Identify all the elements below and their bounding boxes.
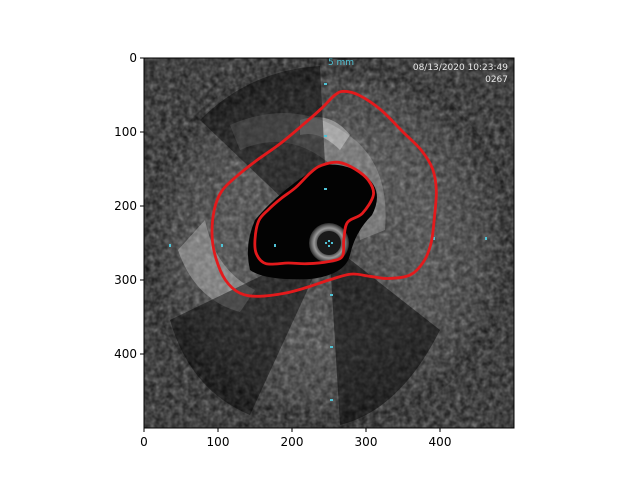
catheter-crosshair-icon: [325, 240, 333, 247]
calibration-markers: [169, 83, 487, 401]
y-tick-label: 200: [114, 199, 137, 213]
axes-frame: [143, 57, 515, 429]
inner-contour: [253, 160, 375, 266]
x-axis: 0 100 200 300 400: [140, 428, 451, 449]
y-tick-label: 0: [129, 51, 137, 65]
x-tick-label: 0: [140, 435, 148, 449]
timestamp-label: 08/13/2020 10:23:49: [413, 63, 508, 73]
y-tick-label: 400: [114, 347, 137, 361]
x-tick-label: 400: [429, 435, 452, 449]
y-axis: 0 100 200 300 400: [114, 51, 144, 361]
scale-label: 5 mm: [328, 58, 354, 68]
x-tick-label: 200: [281, 435, 304, 449]
x-tick-label: 300: [355, 435, 378, 449]
frame-number-label: 0267: [485, 75, 508, 85]
ultrasound-image: 5 mm 08/13/2020 10:23:49 0267: [144, 58, 514, 428]
y-tick-label: 300: [114, 273, 137, 287]
x-tick-label: 100: [207, 435, 230, 449]
y-tick-label: 100: [114, 125, 137, 139]
outer-contour: [210, 89, 438, 298]
